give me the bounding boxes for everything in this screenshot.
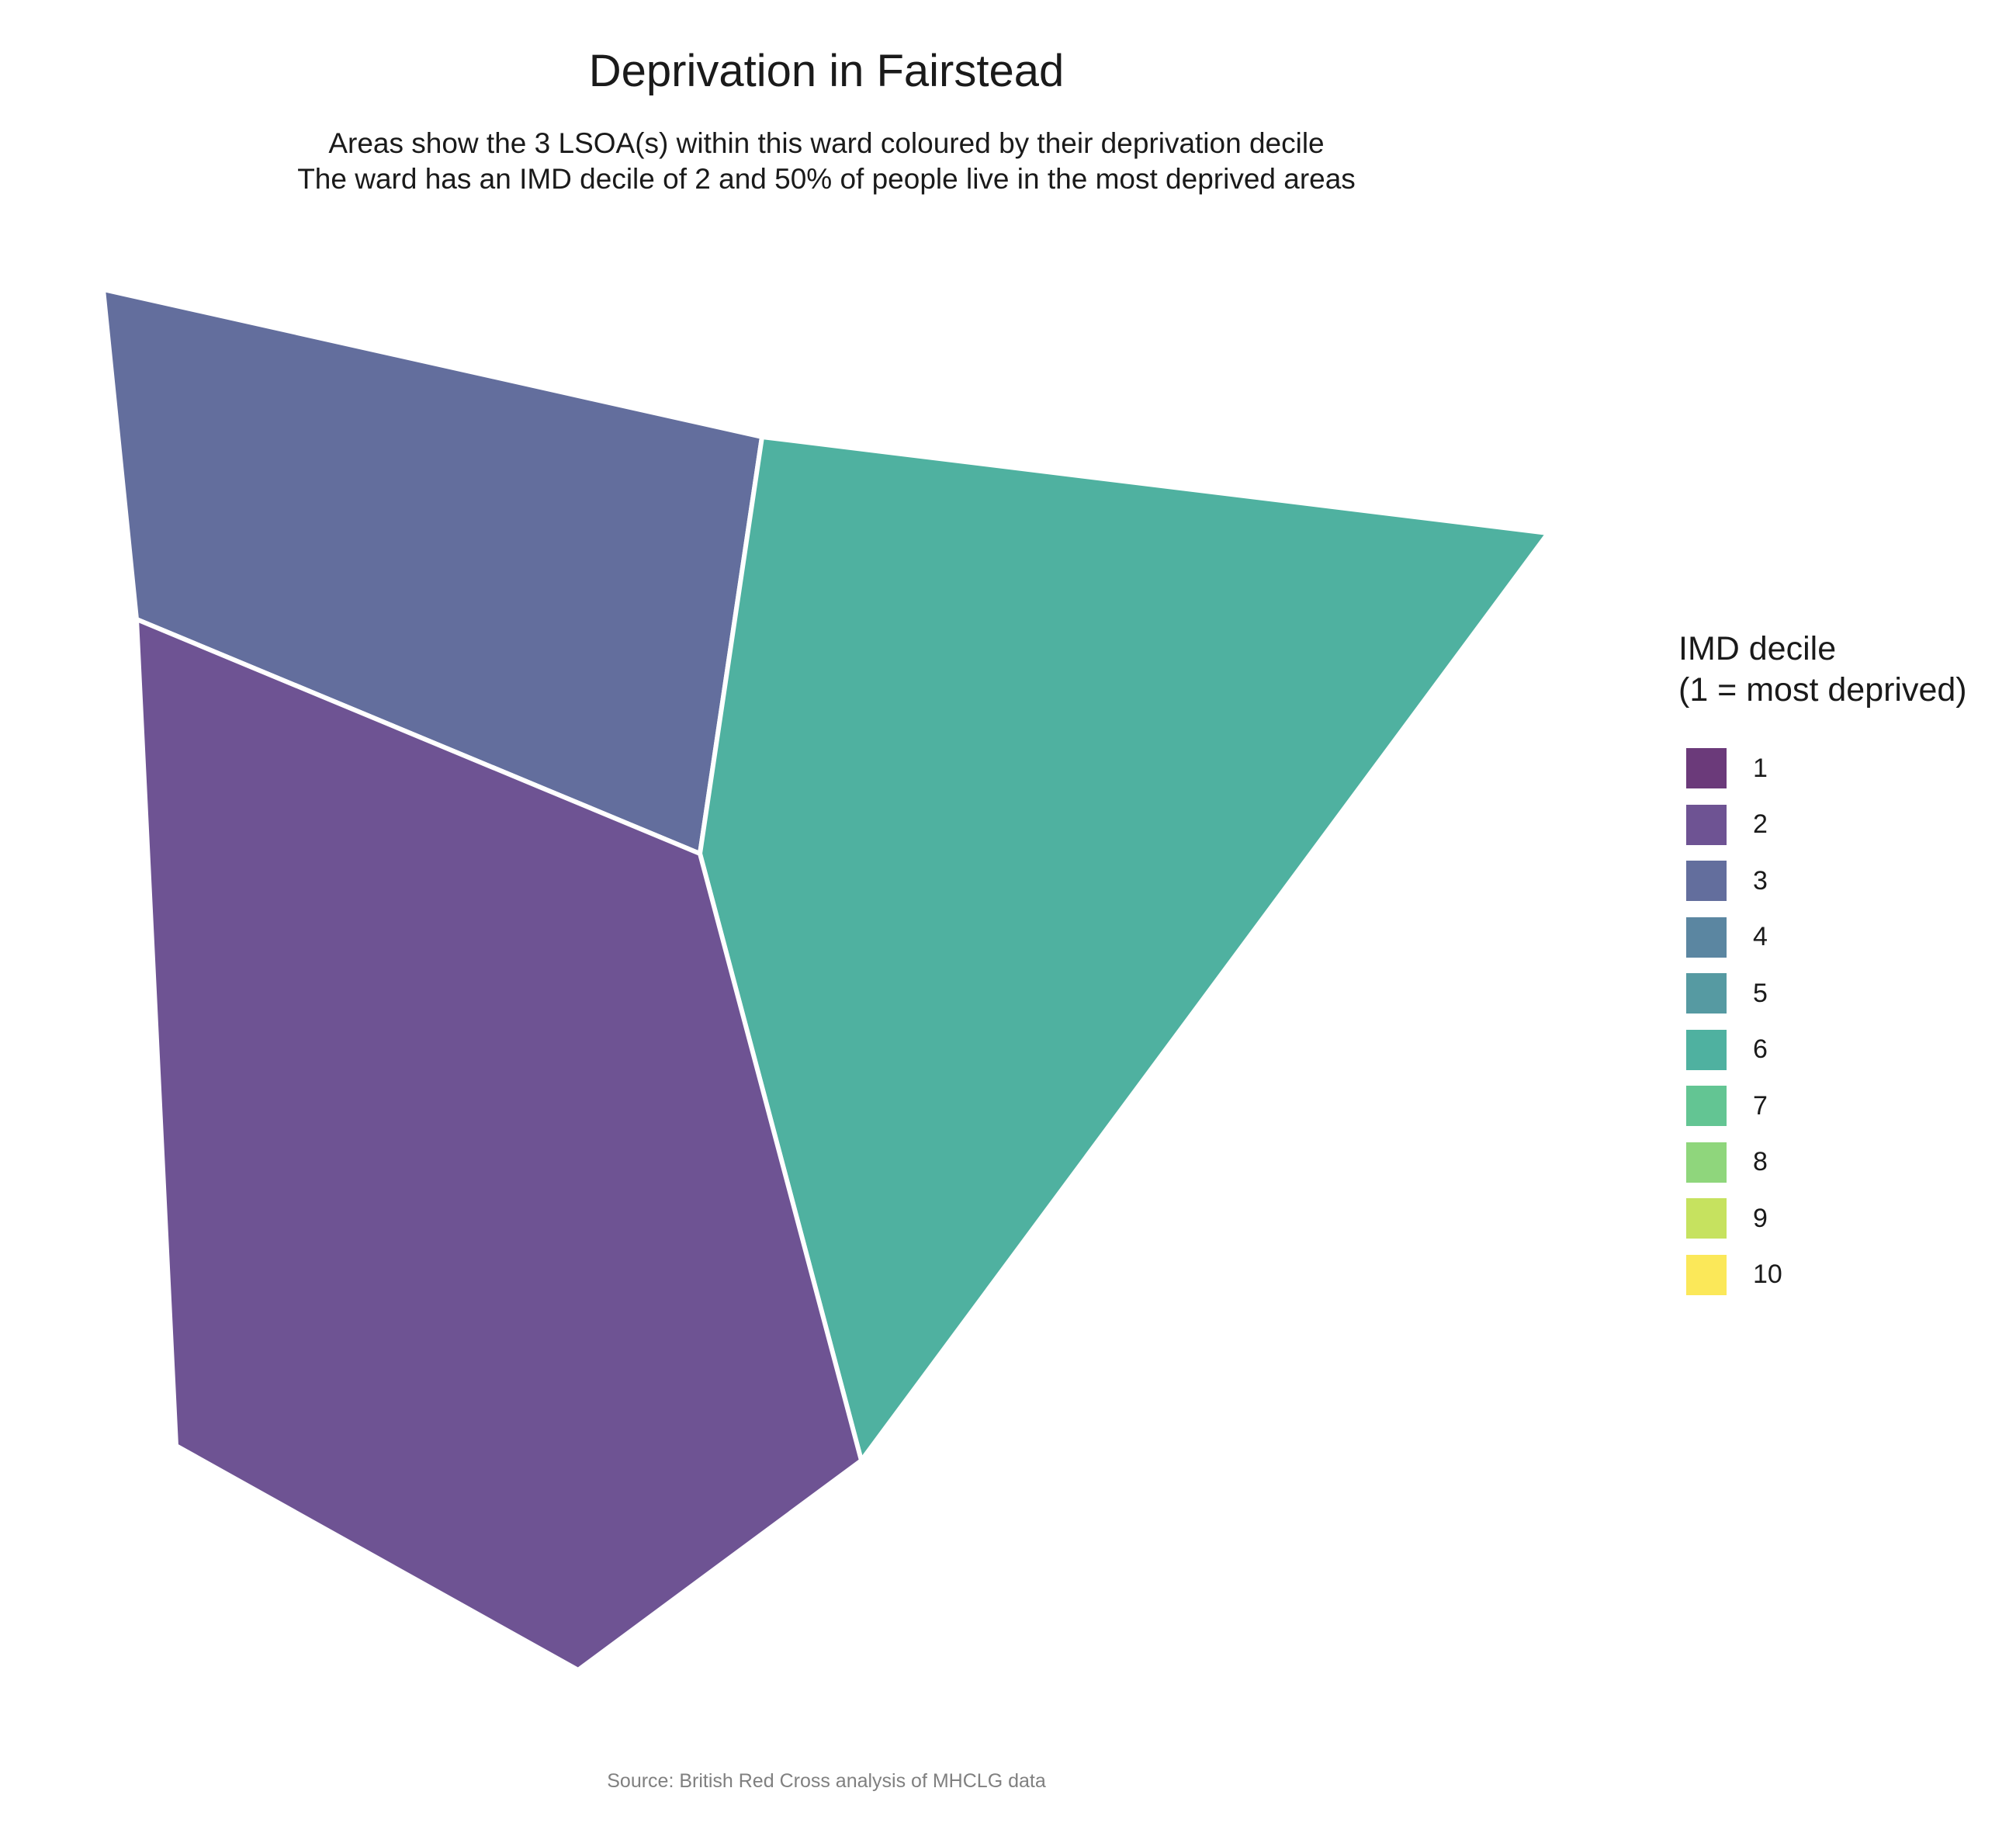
- legend-item: 6: [1678, 1022, 1967, 1079]
- source-caption: Source: British Red Cross analysis of MH…: [607, 1770, 1046, 1792]
- legend-swatch: [1686, 1142, 1727, 1183]
- legend-item: 5: [1678, 965, 1967, 1022]
- legend-item: 8: [1678, 1135, 1967, 1191]
- legend-label: 4: [1753, 922, 1768, 952]
- chart-subtitle: Areas show the 3 LSOA(s) within this war…: [0, 126, 1653, 197]
- lsoa-area-decile-2: [134, 617, 864, 1672]
- subtitle-line-1: Areas show the 3 LSOA(s) within this war…: [328, 127, 1325, 159]
- legend-label: 10: [1753, 1260, 1782, 1290]
- legend-item: 1: [1678, 740, 1967, 797]
- legend-label: 7: [1753, 1090, 1768, 1121]
- chart-title: Deprivation in Fairstead: [588, 46, 1065, 96]
- legend-items: 1 2 3 4 5 6 7 8 9 10: [1678, 740, 1967, 1303]
- legend-swatch: [1686, 916, 1727, 958]
- legend-item: 3: [1678, 853, 1967, 910]
- subtitle-line-2: The ward has an IMD decile of 2 and 50% …: [297, 163, 1356, 195]
- legend-label: 3: [1753, 865, 1768, 896]
- legend-label: 9: [1753, 1203, 1768, 1233]
- legend-swatch: [1686, 748, 1727, 789]
- legend-swatch: [1686, 804, 1727, 845]
- legend-label: 2: [1753, 809, 1768, 840]
- legend-item: 7: [1678, 1078, 1967, 1135]
- lsoa-area-decile-6: [698, 435, 1550, 1463]
- legend-label: 6: [1753, 1034, 1768, 1065]
- legend-swatch: [1686, 861, 1727, 902]
- legend-swatch: [1686, 1254, 1727, 1295]
- legend-label: 5: [1753, 978, 1768, 1008]
- legend-swatch: [1686, 973, 1727, 1014]
- legend-label: 8: [1753, 1147, 1768, 1177]
- legend-item: 2: [1678, 797, 1967, 854]
- legend-item: 10: [1678, 1247, 1967, 1304]
- legend-title: IMD decile (1 = most deprived): [1678, 630, 1967, 709]
- legend-label: 1: [1753, 753, 1768, 783]
- legend-item: 4: [1678, 910, 1967, 966]
- legend-item: 9: [1678, 1190, 1967, 1247]
- legend-swatch: [1686, 1198, 1727, 1239]
- legend: IMD decile (1 = most deprived) 1 2 3 4 5…: [1678, 629, 1967, 1303]
- legend-swatch: [1686, 1086, 1727, 1127]
- legend-swatch: [1686, 1029, 1727, 1070]
